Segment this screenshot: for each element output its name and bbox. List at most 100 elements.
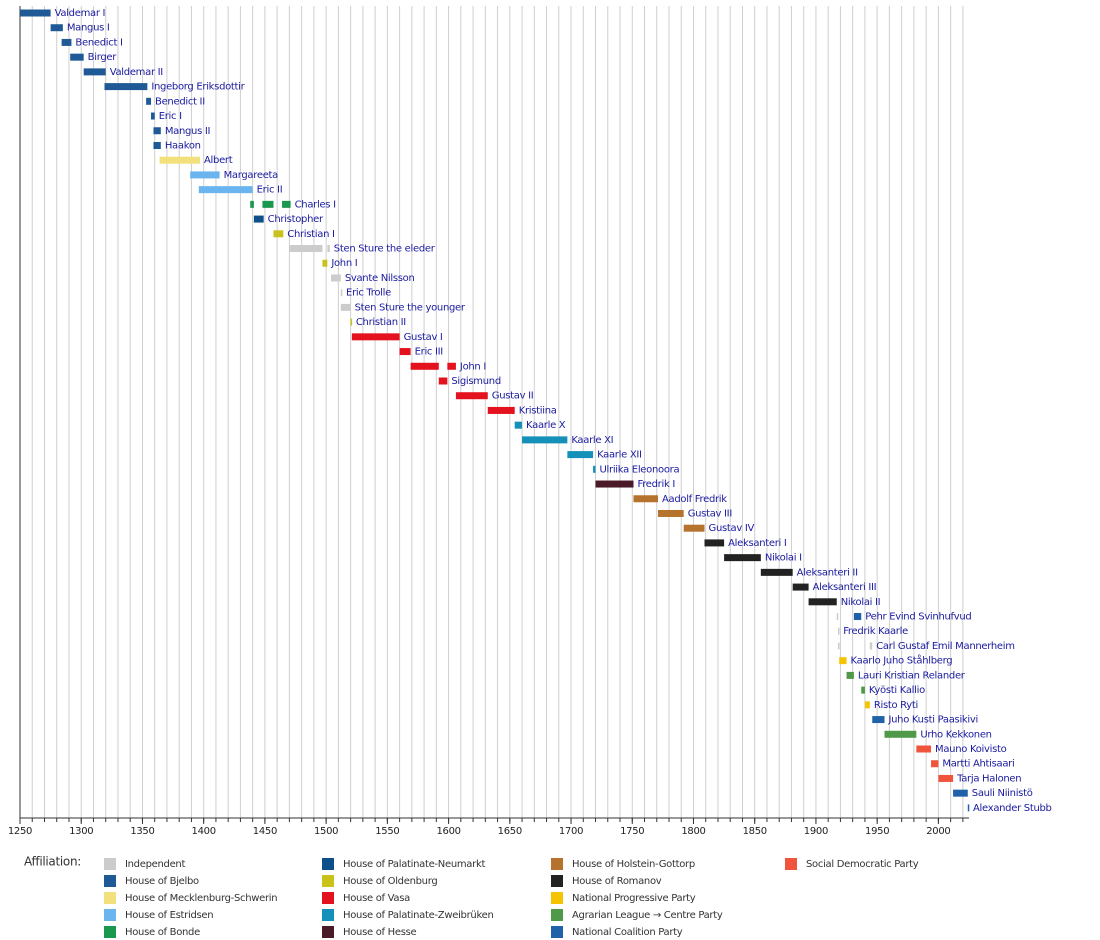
legend-swatch (322, 909, 334, 921)
legend-label: National Progressive Party (572, 893, 696, 904)
legend-label: House of Vasa (343, 893, 410, 904)
legend-swatch (104, 926, 116, 938)
bar (487, 406, 515, 414)
bar (350, 318, 353, 326)
bar (20, 9, 51, 17)
bar-label: Gustav III (688, 508, 732, 519)
legend-label: House of Bonde (125, 927, 200, 938)
bar (938, 774, 954, 782)
bar (327, 245, 330, 253)
bar (869, 642, 873, 650)
x-tick-label: 2000 (926, 826, 950, 837)
bar (837, 627, 840, 635)
bar-label: Albert (204, 155, 233, 166)
bar-label: John I (330, 258, 357, 269)
bar-label: Margareeta (224, 170, 279, 181)
bar-label: Eric I (159, 111, 182, 122)
x-tick-label: 1350 (130, 826, 154, 837)
legend-label: National Coalition Party (572, 927, 683, 938)
legend-title: Affiliation: (24, 855, 81, 869)
bar (595, 480, 634, 488)
x-tick-label: 1650 (498, 826, 522, 837)
bar-label: Risto Ryti (874, 700, 918, 711)
legend-label: House of Holstein-Gottorp (572, 859, 695, 870)
bar (159, 156, 201, 164)
bar-label: Gustav II (492, 391, 534, 402)
bar (273, 230, 284, 238)
bar-label: Aleksanteri II (797, 567, 858, 578)
bar-label: Aadolf Fredrik (662, 494, 727, 505)
bar (864, 701, 870, 709)
bar-label: Ulriika Eleonoora (600, 464, 680, 475)
legend-label: House of Palatinate-Zweibrüken (343, 910, 493, 921)
bar (837, 642, 840, 650)
bar (322, 259, 328, 267)
bar (704, 539, 725, 547)
bar (331, 274, 341, 282)
bar-label: Kaarle XII (597, 450, 642, 461)
bar (262, 200, 274, 208)
bar (967, 804, 970, 812)
legend-swatch (104, 909, 116, 921)
legend-label: Agrarian League → Centre Party (572, 910, 723, 921)
bar (567, 451, 594, 459)
legend-swatch (322, 926, 334, 938)
bar-label: Alexander Stubb (973, 803, 1052, 814)
bar-label: Valdemar II (110, 67, 163, 78)
bar-label: Mangus II (165, 126, 210, 137)
x-tick-label: 1850 (743, 826, 767, 837)
bar-label: Valdemar I (55, 8, 106, 19)
bar-label: Gustav IV (709, 523, 755, 534)
x-tick-label: 1250 (8, 826, 32, 837)
bar (853, 613, 862, 621)
legend-swatch (551, 875, 563, 887)
legend-label: House of Estridsen (125, 910, 213, 921)
legend-swatch (322, 875, 334, 887)
bar-label: Aleksanteri III (813, 582, 877, 593)
legend-label: House of Oldenburg (343, 876, 437, 887)
bar-label: Tarja Halonen (956, 773, 1021, 784)
bar (146, 97, 152, 105)
bar (633, 495, 658, 503)
bar-label: John I (459, 361, 486, 372)
legend-swatch (551, 858, 563, 870)
x-tick-label: 1900 (804, 826, 828, 837)
bar (683, 524, 705, 532)
bar-label: Benedict II (155, 96, 205, 107)
bar-label: Nikolai II (841, 597, 881, 608)
bar (198, 186, 253, 194)
bar-label: Kyösti Kallio (869, 685, 925, 696)
x-tick-label: 1450 (253, 826, 277, 837)
bar-label: Kaarlo Juho Ståhlberg (851, 654, 953, 667)
legend-label: House of Palatinate-Neumarkt (343, 859, 485, 870)
x-tick-label: 1950 (865, 826, 889, 837)
bar (522, 436, 568, 444)
legend-swatch (785, 858, 797, 870)
bar-label: Eric III (415, 347, 443, 358)
bar (808, 598, 837, 606)
bar (953, 789, 968, 797)
bar (61, 38, 72, 46)
bar-label: Fredrik I (637, 479, 675, 490)
bar-label: Sauli Niinistö (972, 788, 1033, 799)
x-tick-label: 1550 (375, 826, 399, 837)
bar-label: Sigismund (451, 376, 501, 387)
bar (50, 24, 63, 32)
bar-label: Haakon (165, 140, 201, 151)
bar (151, 112, 155, 120)
x-tick-label: 1750 (620, 826, 644, 837)
bar-label: Benedict I (75, 37, 122, 48)
bar (153, 127, 161, 135)
bar-label: Aleksanteri I (728, 538, 786, 549)
bar (724, 554, 761, 562)
bar (593, 465, 596, 473)
bar (190, 171, 220, 179)
bar-label: Ingeborg Eriksdottir (151, 82, 245, 93)
bar-label: Carl Gustaf Emil Mannerheim (876, 641, 1014, 652)
bar-label: Christopher (268, 214, 324, 225)
bar (884, 730, 917, 738)
bar (153, 141, 161, 149)
bar (289, 245, 323, 253)
legend-swatch (104, 875, 116, 887)
